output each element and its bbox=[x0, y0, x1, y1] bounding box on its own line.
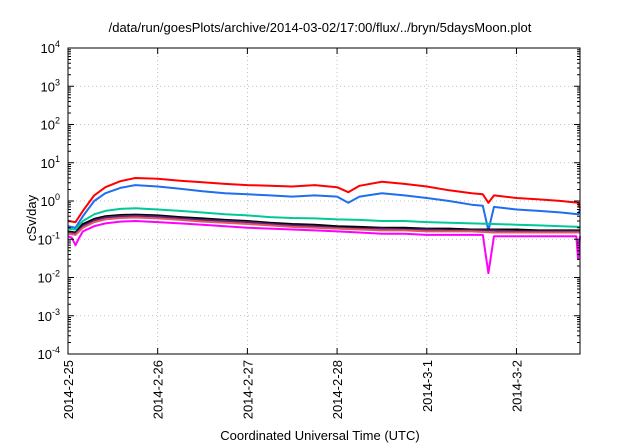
x-tick-label: 2014-2-25 bbox=[61, 360, 76, 419]
y-tick-label: 104 bbox=[41, 39, 60, 56]
y-tick-label: 10-3 bbox=[38, 307, 60, 324]
y-tick-label: 10-2 bbox=[38, 269, 60, 286]
x-axis-ticks: 2014-2-25 2014-2-26 2014-2-27 2014-2-28 2014… bbox=[61, 48, 524, 419]
x-tick-label: 2014-3-2 bbox=[509, 360, 524, 412]
y-tick-label: 10-4 bbox=[38, 345, 60, 362]
chart-title: /data/run/goesPlots/archive/2014-03-02/1… bbox=[108, 20, 532, 35]
x-tick-label: 2014-2-28 bbox=[330, 360, 345, 419]
x-tick-label: 2014-2-26 bbox=[151, 360, 166, 419]
x-tick-label: 2014-3-1 bbox=[420, 360, 435, 412]
y-tick-label: 100 bbox=[41, 192, 60, 209]
series-line-2 bbox=[67, 184, 581, 232]
grid-lines bbox=[68, 48, 580, 354]
series-line-6 bbox=[67, 216, 580, 236]
series-line-1 bbox=[67, 177, 581, 224]
y-tick-label: 10-1 bbox=[38, 230, 60, 247]
series-line-3 bbox=[67, 207, 581, 231]
y-axis-label: cSv/day bbox=[24, 194, 39, 242]
y-tick-label: 103 bbox=[41, 77, 60, 94]
series-line-7 bbox=[67, 220, 581, 275]
y-tick-label: 101 bbox=[41, 154, 60, 171]
series-line-5 bbox=[67, 214, 580, 235]
x-tick-label: 2014-2-27 bbox=[240, 360, 255, 419]
series-group bbox=[67, 177, 581, 275]
x-axis-label: Coordinated Universal Time (UTC) bbox=[220, 428, 420, 443]
y-tick-label: 102 bbox=[41, 116, 60, 133]
